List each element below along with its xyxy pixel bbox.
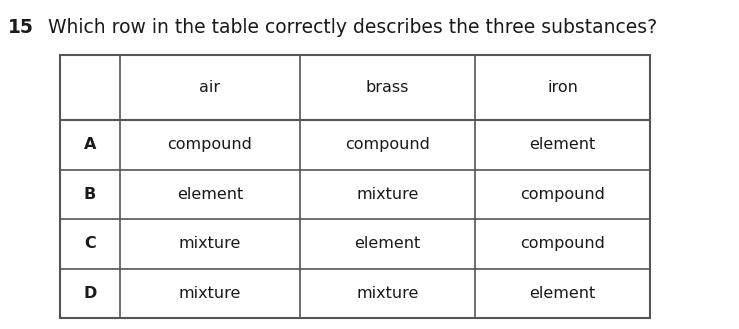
- Text: C: C: [84, 236, 96, 251]
- Text: mixture: mixture: [179, 286, 241, 301]
- Text: Which row in the table correctly describes the three substances?: Which row in the table correctly describ…: [48, 18, 657, 37]
- Text: compound: compound: [520, 236, 605, 251]
- Text: 15: 15: [8, 18, 34, 37]
- Text: element: element: [355, 236, 420, 251]
- Text: mixture: mixture: [356, 286, 419, 301]
- Text: mixture: mixture: [356, 187, 419, 202]
- Text: mixture: mixture: [179, 236, 241, 251]
- Text: element: element: [529, 137, 596, 152]
- Text: brass: brass: [366, 80, 409, 95]
- Text: compound: compound: [345, 137, 430, 152]
- Text: iron: iron: [547, 80, 578, 95]
- Text: air: air: [200, 80, 220, 95]
- Text: element: element: [177, 187, 243, 202]
- Text: A: A: [84, 137, 96, 152]
- Bar: [60, 55, 650, 318]
- Text: D: D: [84, 286, 97, 301]
- Text: compound: compound: [168, 137, 253, 152]
- Text: compound: compound: [520, 187, 605, 202]
- Text: B: B: [84, 187, 96, 202]
- Text: element: element: [529, 286, 596, 301]
